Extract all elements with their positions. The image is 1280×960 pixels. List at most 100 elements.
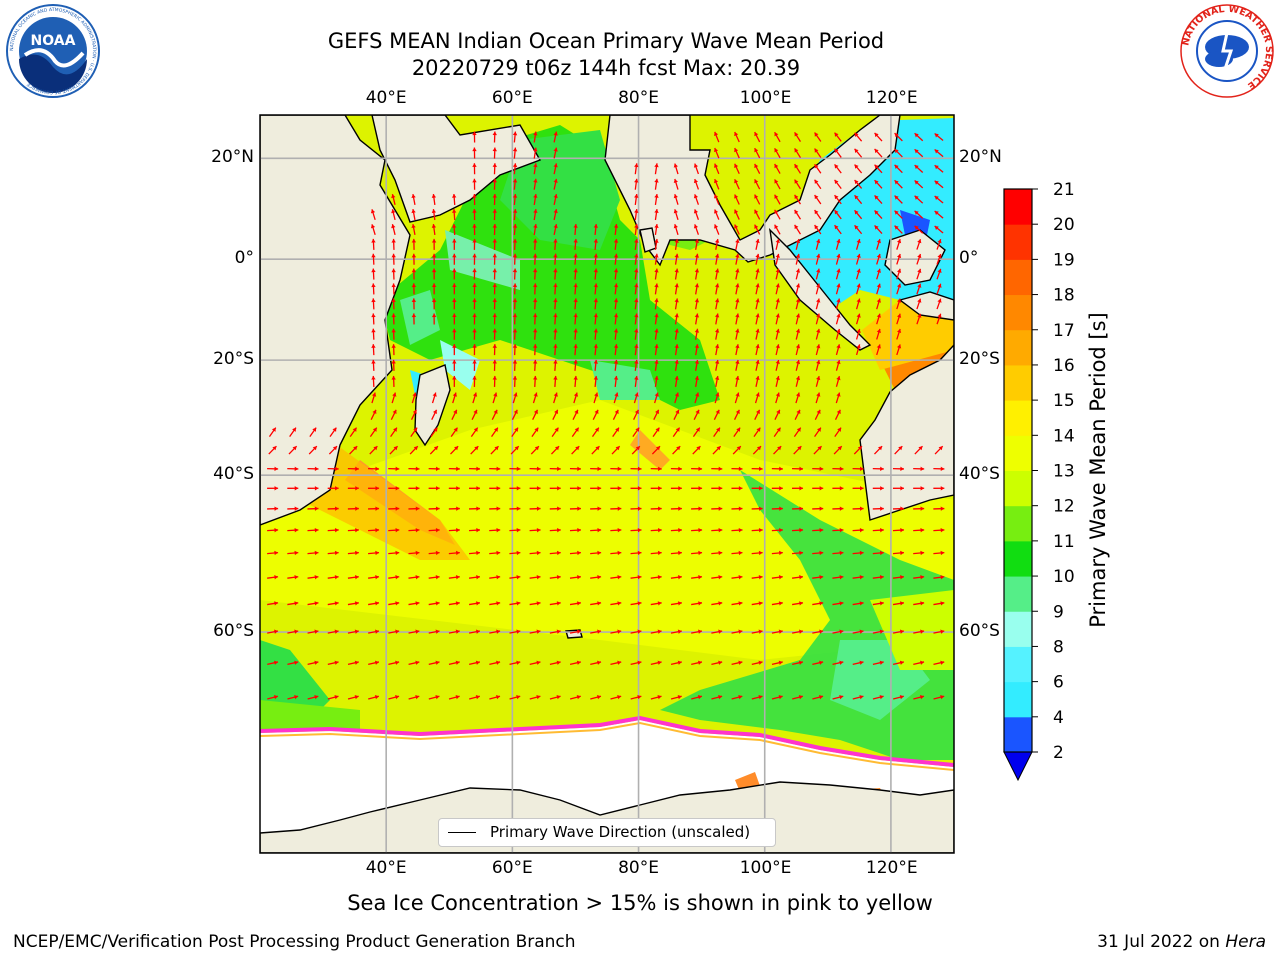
colorbar-label: Primary Wave Mean Period [s] <box>1086 312 1110 628</box>
wave-arrow <box>876 328 881 340</box>
wave-arrow <box>268 427 277 438</box>
wave-arrow <box>654 163 659 175</box>
wave-arrow <box>509 629 521 634</box>
wave-arrow <box>634 253 639 265</box>
wave-arrow <box>775 313 780 325</box>
wave-arrow <box>630 527 642 533</box>
wave-arrow <box>287 629 299 634</box>
wave-arrow <box>391 209 396 221</box>
wave-arrow <box>327 527 339 533</box>
wave-arrow <box>674 328 679 340</box>
colorbar-segment <box>1004 681 1032 718</box>
wave-arrow <box>854 132 863 142</box>
wave-arrow <box>472 224 477 236</box>
colorbar-segment <box>1004 329 1032 366</box>
wave-arrow <box>634 163 639 175</box>
wave-arrow <box>569 466 581 472</box>
wave-arrow <box>812 575 824 580</box>
wave-arrow <box>411 392 417 404</box>
colorbar-segment <box>1004 540 1032 577</box>
wave-arrow <box>509 575 521 580</box>
wave-arrow <box>612 427 620 438</box>
wave-arrow <box>854 148 863 158</box>
wave-arrow <box>913 575 925 580</box>
wave-arrow <box>815 328 821 340</box>
wave-arrow <box>913 601 925 606</box>
wave-arrow <box>792 695 804 700</box>
wave-arrow <box>834 148 842 158</box>
wave-arrow <box>933 575 945 580</box>
wave-arrow <box>674 298 679 310</box>
wave-arrow <box>593 328 599 340</box>
wave-arrow <box>553 238 558 250</box>
wave-arrow <box>590 527 602 533</box>
wave-arrow <box>553 268 558 280</box>
wave-arrow <box>533 223 538 236</box>
wave-arrow <box>532 328 538 340</box>
colorbar-segment <box>1004 576 1032 612</box>
wave-arrow <box>650 660 662 666</box>
wave-arrow <box>288 445 298 455</box>
wave-arrow <box>593 313 599 325</box>
wave-arrow <box>775 392 781 404</box>
wave-arrow <box>913 550 925 556</box>
wave-arrow <box>371 253 376 265</box>
wave-arrow <box>533 209 538 221</box>
wave-arrow <box>693 194 700 205</box>
wave-arrow <box>529 575 541 580</box>
wave-arrow <box>451 223 457 236</box>
wave-arrow <box>610 466 622 472</box>
wave-arrow <box>876 238 881 250</box>
wave-arrow <box>328 445 338 455</box>
wave-arrow <box>714 178 720 190</box>
wave-arrow <box>735 283 740 295</box>
wave-arrow <box>793 427 802 438</box>
wave-arrow <box>654 359 659 371</box>
wave-arrow <box>892 486 904 491</box>
lon-tick-label-top: 120°E <box>865 88 918 108</box>
wave-arrow <box>852 695 864 700</box>
wave-arrow <box>428 506 440 511</box>
wave-arrow <box>613 283 619 295</box>
wave-arrow <box>711 660 723 666</box>
noaa-logo-text: NOAA <box>31 33 76 49</box>
wave-arrow <box>872 527 884 533</box>
wave-arrow <box>573 298 578 310</box>
wave-arrow <box>512 283 518 295</box>
wave-arrow <box>751 527 763 533</box>
wave-arrow <box>913 506 925 511</box>
wave-arrow <box>327 466 339 472</box>
wave-arrow <box>674 392 680 404</box>
wave-arrow <box>814 427 822 438</box>
wave-arrow <box>650 486 662 491</box>
wave-arrow <box>512 253 518 265</box>
wave-arrow <box>632 427 640 438</box>
wave-arrow <box>267 506 279 511</box>
wave-arrow <box>391 283 396 295</box>
wave-arrow <box>896 268 902 280</box>
wave-arrow <box>289 427 297 438</box>
africa <box>260 115 411 526</box>
wave-arrow <box>593 344 599 356</box>
wave-arrow <box>934 180 944 189</box>
wave-arrow <box>794 209 802 220</box>
wave-arrow <box>470 445 479 455</box>
wave-arrow <box>368 486 380 491</box>
wave-arrow <box>654 313 659 325</box>
wave-arrow <box>451 409 458 420</box>
wave-arrow <box>610 486 622 491</box>
wave-arrow <box>794 163 802 174</box>
wave-arrow <box>754 131 761 143</box>
wave-arrow <box>630 601 642 606</box>
wave-arrow <box>533 178 538 190</box>
wave-arrow <box>590 629 602 634</box>
colorbar-segment <box>1004 505 1032 542</box>
wave-arrow <box>692 445 701 455</box>
wave-arrow <box>591 427 600 438</box>
wave-arrow <box>876 344 881 356</box>
wave-arrow <box>892 527 905 533</box>
wave-arrow <box>411 238 417 250</box>
wave-arrow <box>368 466 380 472</box>
wave-arrow <box>327 550 339 556</box>
colorbar-segment <box>1004 470 1032 507</box>
